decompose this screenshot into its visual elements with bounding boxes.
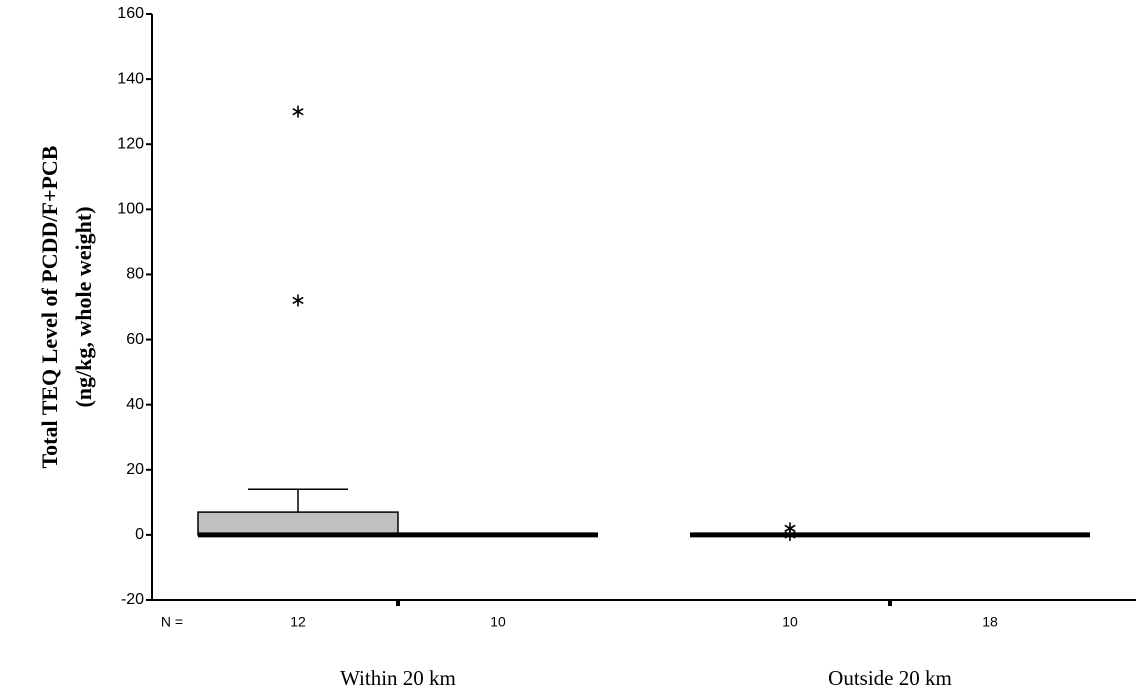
y-tick-label: -20 [121, 591, 144, 608]
group-label: Within 20 km [340, 666, 456, 690]
y-tick-label: 80 [126, 266, 144, 283]
y-tick-label: 100 [117, 201, 144, 218]
y-axis-title: (ng/kg, whole weight) [71, 206, 96, 407]
y-tick-label: 120 [117, 135, 144, 152]
y-tick-label: 40 [126, 396, 144, 413]
box [197, 511, 399, 536]
outlier [292, 105, 304, 118]
n-value: 12 [290, 614, 306, 630]
group-label: Outside 20 km [828, 666, 952, 690]
y-tick-label: 160 [117, 5, 144, 22]
y-axis-title: Total TEQ Level of PCDD/F+PCB [37, 145, 62, 468]
y-tick-label: 20 [126, 461, 144, 478]
outlier [292, 294, 304, 307]
n-value: 10 [490, 614, 506, 630]
n-label: N = [161, 614, 183, 630]
y-tick-label: 0 [135, 526, 144, 543]
n-value: 10 [782, 614, 798, 630]
outlier [784, 528, 796, 541]
y-tick-label: 140 [117, 70, 144, 87]
y-tick-label: 60 [126, 331, 144, 348]
n-value: 18 [982, 614, 998, 630]
